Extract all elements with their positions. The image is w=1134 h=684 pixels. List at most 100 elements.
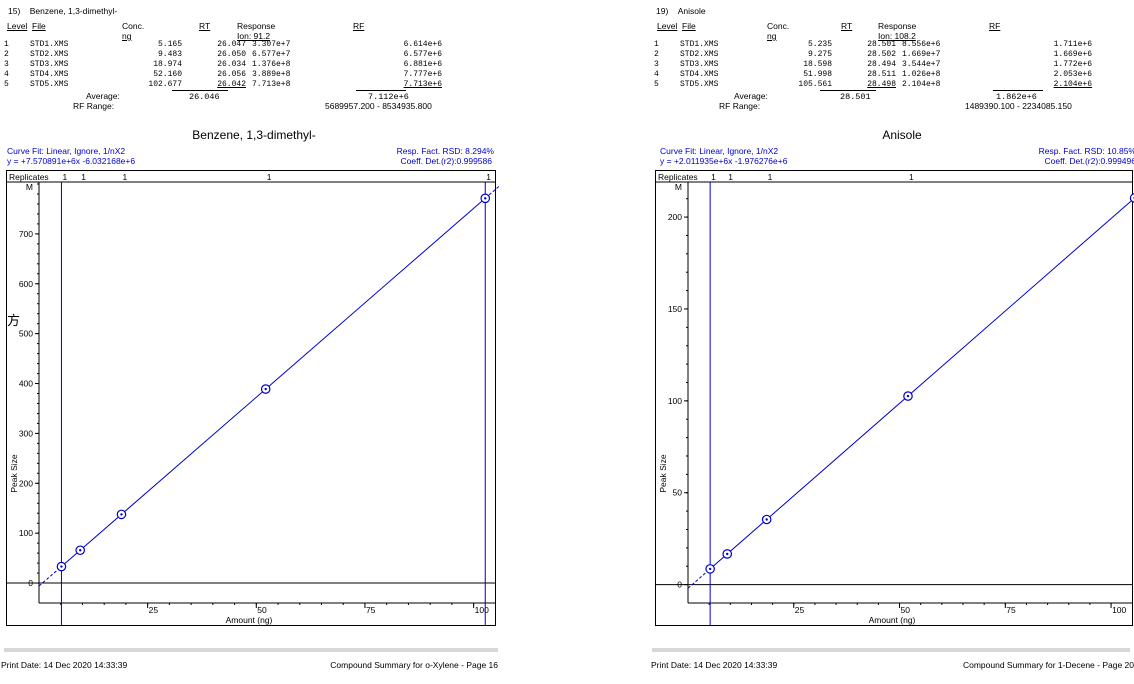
data-point <box>1129 193 1134 203</box>
table-row: 2 STD2.XMS 9.483 26.050 6.577e+7 6.577e+6 <box>4 50 442 60</box>
cell-level: 4 <box>654 70 659 79</box>
coeff-det: Coeff. Det.(r2):0.999586 <box>400 156 492 166</box>
table-row: 3 STD3.XMS 18.598 28.494 3.544e+7 1.772e+6 <box>654 60 1092 70</box>
data-point-center <box>726 552 729 556</box>
cell-conc: 51.998 <box>803 70 832 79</box>
col-conc-unit: ng <box>767 31 777 41</box>
average-label: Average: <box>734 91 768 101</box>
cell-file: STD3.XMS <box>680 60 719 69</box>
report-page-right: 19) Anisole Level File Conc. ng RT Respo… <box>651 0 1134 684</box>
cell-level: 4 <box>4 70 9 79</box>
x-tick-label: 100 <box>475 605 489 615</box>
replicate-count: 1 <box>711 172 716 182</box>
x-tick-label: 50 <box>257 605 267 615</box>
replicate-count: 1 <box>122 172 127 182</box>
page-summary: Compound Summary for o-Xylene - Page 16 <box>330 660 498 670</box>
data-point-center <box>79 549 82 552</box>
cell-level: 1 <box>654 40 659 49</box>
replicates-label: Replicates <box>658 172 698 182</box>
table-row: 2 STD2.XMS 9.275 28.502 1.669e+7 1.669e+6 <box>654 50 1092 60</box>
cell-file: STD4.XMS <box>680 70 719 79</box>
col-file: File <box>682 21 696 31</box>
replicate-count: 1 <box>81 172 86 182</box>
average-rf: 7.112e+6 <box>368 92 409 102</box>
cell-rt: 26.047 <box>217 40 246 49</box>
y-tick-label: 100 <box>19 528 33 538</box>
y-tick-label: 0 <box>28 578 33 588</box>
cell-response: 1.026e+8 <box>902 70 941 79</box>
avg-rt-rule <box>820 90 876 91</box>
calibration-chart: Replicates11111M050100150200255075100Amo… <box>655 170 1134 626</box>
replicate-count: 1 <box>267 172 272 182</box>
page-summary: Compound Summary for 1-Decene - Page 20 <box>962 660 1134 670</box>
fit-line <box>61 197 486 567</box>
cell-file: STD5.XMS <box>30 80 69 89</box>
y-axis-label: Peak Size <box>9 454 19 493</box>
compound-header: 19) Anisole <box>656 6 706 16</box>
cell-rf: 1.772e+6 <box>1053 60 1092 69</box>
col-conc-unit: ng <box>122 31 132 41</box>
data-point-center <box>120 513 123 516</box>
cell-rt: 28.502 <box>867 50 896 59</box>
cell-level: 3 <box>4 60 9 69</box>
cell-rt: 26.034 <box>217 60 246 69</box>
cell-rf: 1.711e+6 <box>1053 40 1092 49</box>
replicate-count: 1 <box>486 172 491 182</box>
calibration-chart: Replicates 1 1 1 1 1 M 0 100 200 300 400 500 600 700 25… <box>6 170 501 626</box>
cell-rt: 28.501 <box>867 40 896 49</box>
col-conc: Conc. <box>767 21 790 31</box>
cell-level: 5 <box>4 80 9 89</box>
cell-response: 2.104e+8 <box>902 80 941 89</box>
y-tick-label: 0 <box>677 580 682 590</box>
y-tick-label: 200 <box>668 212 682 222</box>
cell-response: 7.713e+8 <box>252 80 291 89</box>
replicate-count: 1 <box>728 172 733 182</box>
chart-frame <box>6 170 496 626</box>
col-ion: Ion: 108.2 <box>878 31 916 41</box>
cell-rf: 2.053e+6 <box>1053 70 1092 79</box>
rf-range-label: RF Range: <box>73 101 115 111</box>
avg-rt-rule <box>172 90 228 91</box>
rf-range-value: 1489390.100 - 2234085.150 <box>965 101 1072 111</box>
cell-rf: 6.577e+6 <box>403 50 442 59</box>
x-tick-label: 25 <box>795 605 805 615</box>
print-date: Print Date: 14 Dec 2020 14:33:39 <box>651 660 778 670</box>
cell-rf: 1.669e+6 <box>1053 50 1092 59</box>
cell-file: STD2.XMS <box>680 50 719 59</box>
cell-conc: 9.483 <box>157 50 182 59</box>
print-date: Print Date: 14 Dec 2020 14:33:39 <box>1 660 128 670</box>
compound-header: 15) Benzene, 1,3-dimethyl- <box>8 6 117 16</box>
cell-level: 3 <box>654 60 659 69</box>
cell-response: 8.556e+6 <box>902 40 941 49</box>
cell-conc: 18.974 <box>153 60 182 69</box>
average-label: Average: <box>86 91 120 101</box>
y-tick-label: 150 <box>668 304 682 314</box>
cell-file: STD2.XMS <box>30 50 69 59</box>
table-row: 3 STD3.XMS 18.974 26.034 1.376e+8 6.881e+6 <box>4 60 442 70</box>
data-point-center <box>765 518 768 521</box>
avg-rf-rule <box>356 90 406 91</box>
x-tick-label: 75 <box>366 605 376 615</box>
table-row: 1 STD1.XMS 5.165 26.047 3.307e+7 6.614e+6 <box>4 40 442 50</box>
cell-rt: 28.494 <box>867 60 896 69</box>
cell-conc: 18.598 <box>803 60 832 69</box>
y-tick-label: 300 <box>19 428 33 438</box>
data-point-center <box>264 387 267 391</box>
rf-rsd: Resp. Fact. RSD: 10.85% <box>1038 146 1134 156</box>
data-point-center <box>60 565 63 568</box>
cell-rt: 26.050 <box>217 50 246 59</box>
fit-extrapolation-high <box>484 185 501 199</box>
curve-fit-label: Curve Fit: Linear, Ignore, 1/nX2 <box>660 146 779 156</box>
cell-file: STD1.XMS <box>680 40 719 49</box>
cell-file: STD5.XMS <box>680 80 719 89</box>
data-point-center <box>708 567 712 571</box>
x-axis-label: Amount (ng) <box>226 615 273 625</box>
data-point-center <box>484 197 487 200</box>
compound-name: Benzene, 1,3-dimethyl- <box>29 6 118 16</box>
col-level: Level <box>657 21 678 31</box>
footer-rule <box>4 648 498 652</box>
col-rt: RT <box>199 21 211 31</box>
calibration-table: 1 STD1.XMS 5.165 26.047 3.307e+7 6.614e+6 2 STD… <box>4 40 442 90</box>
col-rf: RF <box>353 21 365 31</box>
x-tick-label: 100 <box>1112 605 1126 615</box>
